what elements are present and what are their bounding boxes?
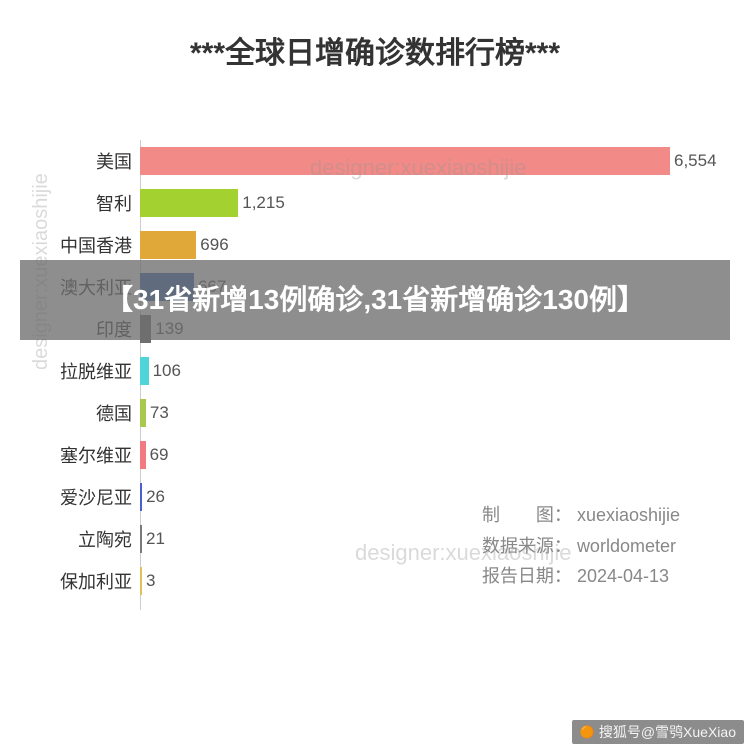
bar-value: 6,554	[674, 151, 717, 171]
bar-value: 696	[200, 235, 228, 255]
bar-label: 塞尔维亚	[0, 442, 140, 468]
bar-row: 塞尔维亚 69	[0, 434, 750, 476]
bar-wrap: 73	[140, 399, 750, 427]
bar-wrap: 6,554	[140, 147, 750, 175]
bar-row: 美国 6,554	[0, 140, 750, 182]
source-tag-text: 搜狐号@雪鸮XueXiao	[599, 722, 736, 742]
bar-label: 立陶宛	[0, 526, 140, 552]
bar-value: 69	[150, 445, 169, 465]
chart-title: ***全球日增确诊数排行榜***	[0, 0, 750, 72]
bar-row: 拉脱维亚 106	[0, 350, 750, 392]
credit-row: 制 图：xuexiaoshijie	[482, 500, 680, 531]
bar-label: 德国	[0, 400, 140, 426]
credit-value: 2024-04-13	[577, 561, 669, 592]
bar-label: 拉脱维亚	[0, 358, 140, 384]
bar-value: 26	[146, 487, 165, 507]
credit-key: 数据来源：	[482, 531, 577, 562]
credit-row: 报告日期： 2024-04-13	[482, 561, 680, 592]
bar	[140, 525, 142, 553]
bar	[140, 567, 142, 595]
bar-value: 73	[150, 403, 169, 423]
bar-label: 智利	[0, 190, 140, 216]
bar-value: 1,215	[242, 193, 285, 213]
bar-wrap: 106	[140, 357, 750, 385]
bar-label: 爱沙尼亚	[0, 484, 140, 510]
bar-label: 保加利亚	[0, 568, 140, 594]
bar-wrap: 696	[140, 231, 750, 259]
credit-row: 数据来源：worldometer	[482, 531, 680, 562]
bar	[140, 441, 146, 469]
bar-wrap: 69	[140, 441, 750, 469]
sohu-icon: 🟠	[580, 725, 595, 739]
bar-value: 3	[146, 571, 155, 591]
overlay-headline: 【31省新增13例确诊,31省新增确诊130例】	[20, 260, 730, 340]
bar-label: 中国香港	[0, 232, 140, 258]
bar-label: 美国	[0, 148, 140, 174]
credit-value: xuexiaoshijie	[577, 500, 680, 531]
bar-row: 德国 73	[0, 392, 750, 434]
bar-row: 智利 1,215	[0, 182, 750, 224]
bar-value: 21	[146, 529, 165, 549]
bar	[140, 483, 142, 511]
source-tag: 🟠 搜狐号@雪鸮XueXiao	[572, 720, 744, 744]
credit-value: worldometer	[577, 531, 676, 562]
bar	[140, 147, 670, 175]
credit-key: 报告日期：	[482, 561, 577, 592]
credit-key: 制 图：	[482, 500, 577, 531]
bar	[140, 357, 149, 385]
bar-value: 106	[153, 361, 181, 381]
bar	[140, 231, 196, 259]
bar	[140, 189, 238, 217]
credits-box: 制 图：xuexiaoshijie数据来源：worldometer报告日期： 2…	[482, 500, 680, 592]
bar-wrap: 1,215	[140, 189, 750, 217]
bar	[140, 399, 146, 427]
